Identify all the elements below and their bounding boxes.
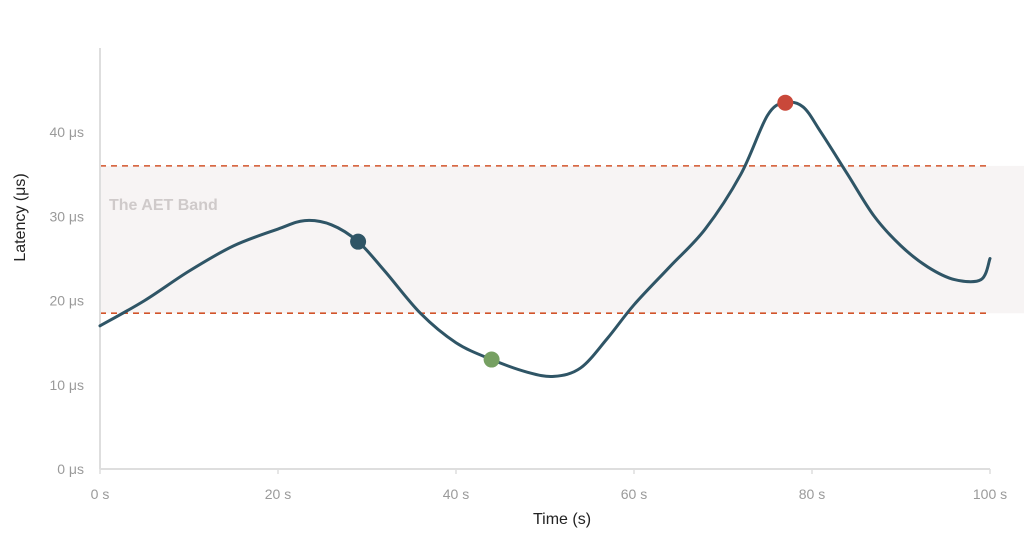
aet-band — [100, 165, 1024, 315]
y-tick-label: 0 μs — [57, 461, 84, 477]
highlight-point-1 — [350, 233, 367, 250]
x-axis-title: Time (s) — [533, 511, 591, 528]
aet-band-label: The AET Band — [109, 197, 218, 214]
series-layer — [98, 100, 992, 379]
y-tick-label: 30 μs — [49, 208, 84, 224]
aet-band-fill — [100, 165, 1024, 314]
y-axis-title: Latency (μs) — [12, 173, 29, 261]
x-tick-label: 0 s — [91, 486, 110, 502]
labels: The AET Band 0 s 20 s 40 s 60 s 80 s 100 s 0 μs… — [12, 124, 1007, 528]
axes — [99, 48, 991, 474]
x-tick-label: 100 s — [973, 486, 1007, 502]
x-tick-label: 20 s — [265, 486, 291, 502]
y-tick-label: 40 μs — [49, 124, 84, 140]
x-tick-label: 80 s — [799, 486, 825, 502]
y-tick-label: 10 μs — [49, 377, 84, 393]
x-tick-label: 60 s — [621, 486, 647, 502]
x-tick-label: 40 s — [443, 486, 469, 502]
highlight-points — [350, 94, 794, 368]
latency-series-line — [98, 100, 992, 379]
y-tick-label: 20 μs — [49, 293, 84, 309]
highlight-point-2 — [483, 351, 500, 368]
highlight-point-3 — [777, 94, 794, 111]
